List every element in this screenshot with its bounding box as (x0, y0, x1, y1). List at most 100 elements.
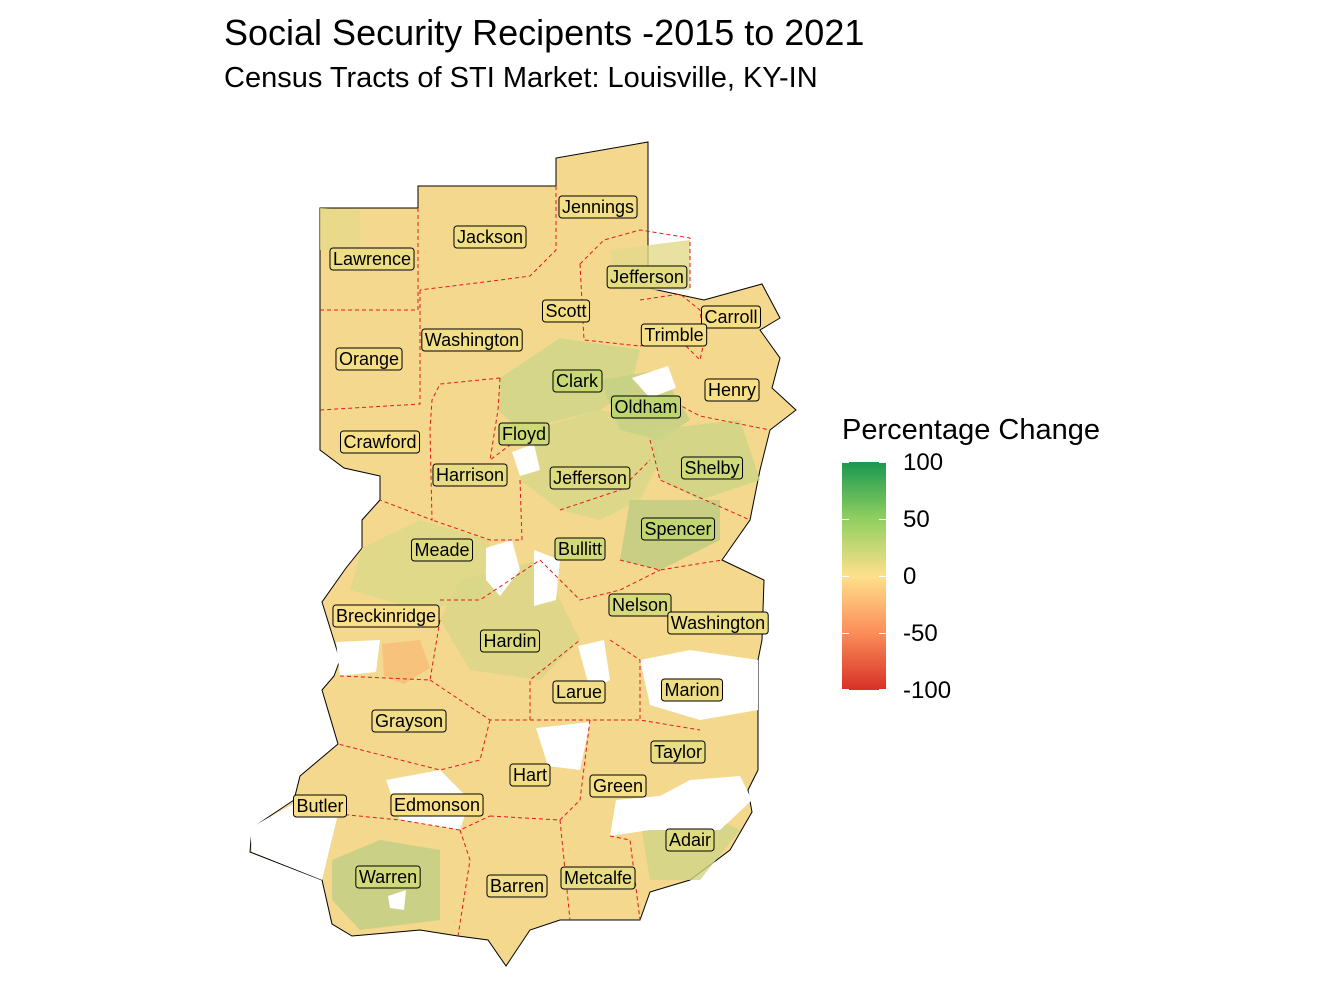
county-label-text: Clark (556, 371, 599, 391)
county-boundary (579, 263, 641, 347)
county-label-box (554, 537, 606, 561)
county-label: Jennings (558, 195, 638, 219)
county-label-text: Oldham (614, 397, 677, 417)
county-label: Scott (541, 299, 591, 323)
legend-tick-left (842, 689, 849, 690)
county-label-text: Orange (339, 349, 399, 369)
missing-area-larue (578, 640, 610, 690)
county-label: Green (589, 774, 647, 798)
county-label-box (640, 323, 708, 347)
county-label-box (329, 247, 415, 271)
county-label-box (355, 865, 421, 889)
county-boundary (649, 439, 751, 521)
county-label: Orange (335, 347, 403, 371)
county-label-text: Nelson (612, 595, 668, 615)
county-label: Taylor (650, 740, 706, 764)
county-label-text: Jennings (562, 197, 634, 217)
county-boundary (320, 208, 419, 311)
county-label-box (486, 874, 548, 898)
county-label: Lawrence (329, 247, 415, 271)
missing-area-warren (388, 890, 406, 910)
legend-colorbar (842, 462, 886, 690)
county-label: Marion (660, 678, 724, 702)
county-label-text: Butler (296, 796, 343, 816)
county-label: Crawford (339, 430, 421, 454)
county-label-text: Hardin (483, 631, 536, 651)
county-label-box (704, 378, 760, 402)
county-label: Oldham (610, 395, 682, 419)
tract-shading-lawrence (320, 208, 360, 250)
county-label-box (680, 456, 744, 480)
county-label: Harrison (432, 463, 508, 487)
county-boundary (489, 719, 591, 821)
legend-label-minus-50: -50 (903, 620, 938, 647)
county-label: Clark (552, 369, 603, 393)
county-label: Trimble (640, 323, 708, 347)
county-boundary (609, 639, 641, 720)
county-label-box (608, 593, 672, 617)
county-label-text: Henry (708, 380, 756, 400)
map-title: Social Security Recipents -2015 to 2021 (224, 12, 865, 53)
county-label: Washington (667, 611, 769, 635)
county-label-text: Trimble (644, 325, 703, 345)
county-label-box (498, 422, 550, 446)
county-boundary (559, 459, 651, 511)
county-boundary (431, 479, 523, 541)
county-label-text: Marion (664, 680, 719, 700)
county-label-box (640, 517, 716, 541)
county-label: Nelson (608, 593, 672, 617)
county-boundary (579, 229, 691, 290)
missing-area-bullitt-west (486, 540, 520, 596)
missing-area-breckinridge (336, 640, 380, 676)
legend-title: Percentage Change (842, 414, 1100, 446)
legend-tick-right (879, 462, 886, 463)
missing-area-oldham (632, 366, 676, 398)
county-boundary (530, 719, 701, 731)
legend-tick-left (842, 519, 849, 520)
county-label: Breckinridge (332, 604, 440, 628)
tract-shading-breckinridge-decline (382, 640, 430, 684)
legend-label-50: 50 (903, 506, 930, 533)
county-label: Hart (509, 763, 551, 787)
county-label: Hardin (479, 629, 541, 653)
county-label-box (390, 793, 484, 817)
county-label-text: Lawrence (333, 249, 411, 269)
county-label-text: Metcalfe (564, 868, 632, 888)
county-label-text: Larue (556, 682, 602, 702)
county-boundary (379, 377, 501, 521)
county-label: Grayson (371, 709, 447, 733)
county-label-text: Jefferson (610, 267, 684, 287)
county-label: Meade (410, 538, 474, 562)
county-label: Metcalfe (560, 866, 636, 890)
county-label-text: Edmonson (394, 795, 480, 815)
county-boundary (337, 813, 491, 831)
county-label-box (589, 774, 647, 798)
legend-tick-left (842, 576, 849, 577)
county-label-box (479, 629, 541, 653)
county-labels: Jennings Jackson Lawrence Jefferson Scott Car… (292, 195, 769, 898)
county-label: Butler (292, 794, 348, 818)
county-label-box (549, 466, 631, 490)
missing-area-hart (536, 722, 590, 770)
county-boundary (457, 829, 471, 937)
county-boundary (639, 339, 705, 361)
county-label-box (552, 369, 603, 393)
county-label-box (432, 463, 508, 487)
county-label-text: Meade (414, 540, 469, 560)
county-label: Barren (486, 874, 548, 898)
county-label-text: Breckinridge (336, 606, 436, 626)
county-label: Warren (355, 865, 421, 889)
county-label: Carroll (700, 305, 762, 329)
county-label: Edmonson (390, 793, 484, 817)
missing-area-bullitt-east (534, 550, 560, 606)
county-label-text: Shelby (684, 458, 739, 478)
county-label-box (650, 740, 706, 764)
county-label: Jefferson (549, 466, 631, 490)
county-label-box (371, 709, 447, 733)
county-label-text: Taylor (654, 742, 702, 762)
county-label-box (421, 328, 523, 352)
county-label: Larue (552, 680, 606, 704)
county-boundary (319, 290, 421, 411)
map-subtitle: Census Tracts of STI Market: Louisville,… (224, 62, 818, 94)
county-label-text: Harrison (436, 465, 504, 485)
